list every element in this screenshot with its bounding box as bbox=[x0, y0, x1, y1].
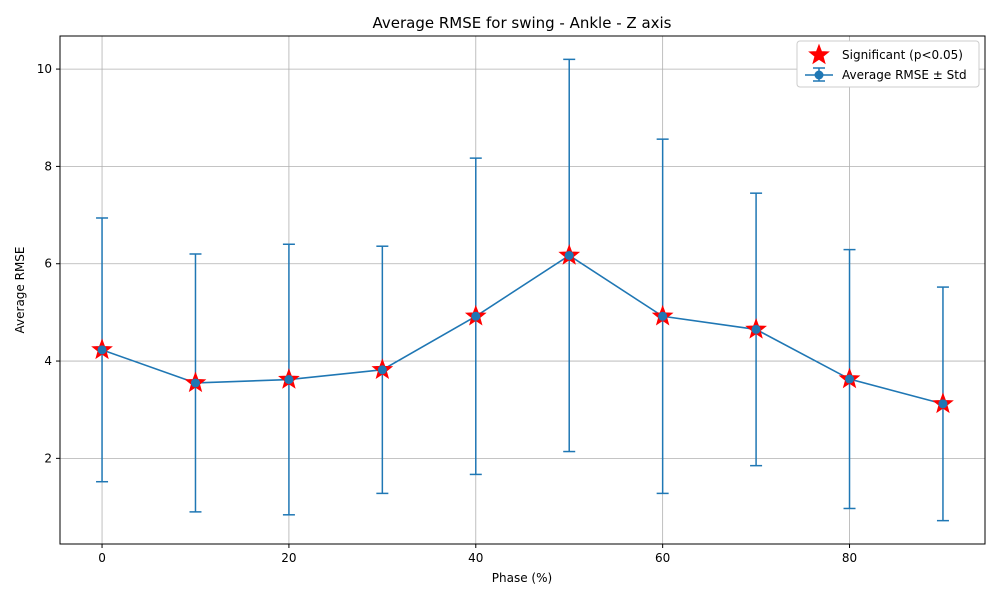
significant-point-overlay bbox=[564, 250, 574, 260]
legend: Significant (p<0.05) Average RMSE ± Std bbox=[796, 40, 980, 88]
significant-point-overlay bbox=[190, 378, 200, 388]
y-tick-label: 4 bbox=[44, 354, 52, 368]
x-tick-label: 80 bbox=[842, 551, 857, 565]
significant-point-overlay bbox=[97, 345, 107, 355]
chart-title: Average RMSE for swing - Ankle - Z axis bbox=[372, 14, 671, 32]
significant-point-overlay bbox=[845, 374, 855, 384]
y-axis-label: Average RMSE bbox=[13, 247, 27, 334]
legend-marker-icon bbox=[814, 70, 824, 80]
legend-label-rmse: Average RMSE ± Std bbox=[842, 68, 967, 82]
significant-point-overlay bbox=[938, 399, 948, 409]
x-tick-label: 40 bbox=[468, 551, 483, 565]
significant-point-overlay bbox=[751, 324, 761, 334]
legend-label-significant: Significant (p<0.05) bbox=[842, 48, 963, 62]
significant-point-overlay bbox=[658, 311, 668, 321]
legend-star-icon bbox=[808, 43, 830, 65]
x-tick-label: 0 bbox=[98, 551, 106, 565]
plot-frame bbox=[59, 35, 986, 545]
y-tick-label: 8 bbox=[44, 159, 52, 173]
significant-markers bbox=[91, 244, 954, 414]
y-tick-label: 2 bbox=[44, 451, 52, 465]
axis-ticks: 0 20 40 60 80 2 4 6 8 10 bbox=[37, 62, 857, 565]
significant-point-overlay bbox=[377, 365, 387, 375]
significant-point-overlay bbox=[284, 375, 294, 385]
legend-box bbox=[796, 40, 980, 88]
x-axis-label: Phase (%) bbox=[492, 571, 552, 585]
x-tick-label: 20 bbox=[281, 551, 296, 565]
y-tick-label: 10 bbox=[37, 62, 52, 76]
significant-point-overlay bbox=[471, 311, 481, 321]
series-line bbox=[101, 254, 944, 405]
x-tick-label: 60 bbox=[655, 551, 670, 565]
y-tick-label: 6 bbox=[44, 257, 52, 271]
